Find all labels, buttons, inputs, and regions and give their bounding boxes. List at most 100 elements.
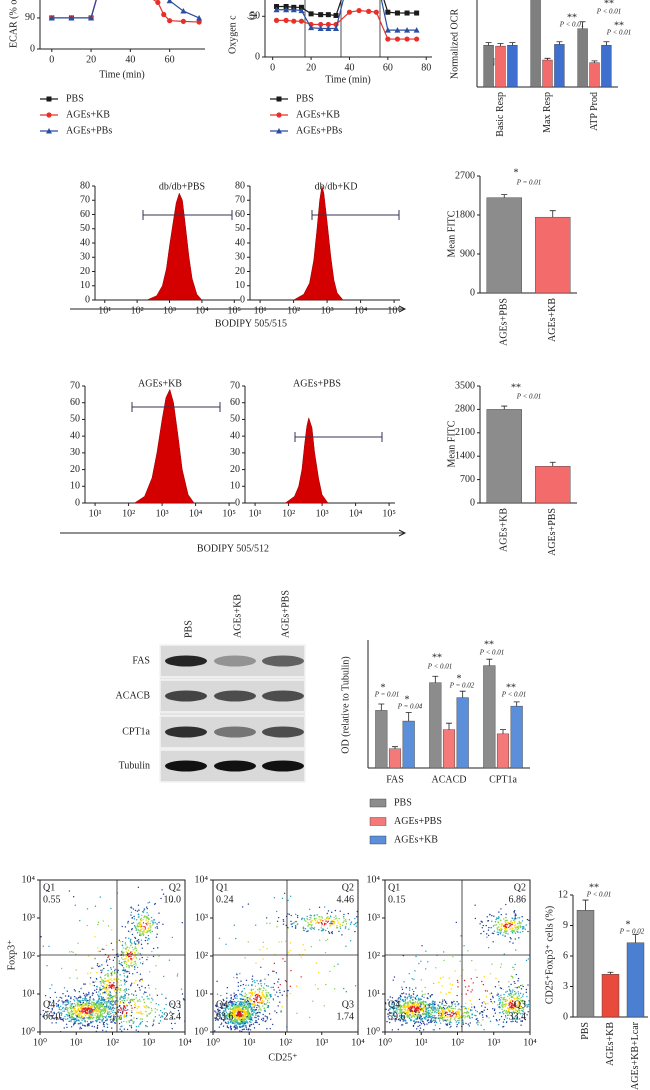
event-dot (143, 991, 146, 993)
error-bar (603, 41, 610, 46)
event-dot (251, 975, 254, 977)
event-dot (107, 979, 110, 981)
event-dot (337, 922, 339, 924)
event-dot (237, 1000, 239, 1003)
event-dot (509, 1003, 511, 1006)
event-dot (513, 1003, 515, 1006)
event-dot (138, 1025, 140, 1027)
event-dot (441, 1007, 444, 1010)
event-dot (137, 1012, 140, 1014)
event-dot (267, 974, 270, 976)
error-bar (549, 210, 556, 218)
event-dot (339, 923, 341, 926)
event-dot (420, 998, 423, 1001)
event-dot (413, 978, 415, 981)
event-dot (256, 1004, 259, 1006)
event-dot (83, 1008, 85, 1011)
event-dot (89, 999, 91, 1002)
event-dot (412, 1011, 414, 1014)
event-dot (470, 978, 472, 980)
event-dot (411, 1015, 413, 1018)
event-dot (220, 1004, 222, 1006)
event-dot (239, 1007, 241, 1009)
event-dot (237, 1009, 240, 1011)
event-dot (140, 926, 142, 929)
event-dot (533, 1014, 534, 1015)
event-dot (401, 1006, 403, 1008)
event-dot (131, 922, 133, 925)
event-dot (305, 920, 307, 923)
event-dot (241, 1008, 243, 1010)
event-dot (520, 988, 523, 990)
event-dot (256, 1012, 258, 1014)
event-dot (323, 1005, 325, 1007)
event-dot (443, 1016, 445, 1019)
event-dot (242, 1007, 244, 1009)
event-dot (251, 1014, 253, 1016)
error-bar (509, 42, 516, 46)
event-dot (71, 1003, 73, 1005)
event-dot (229, 1007, 231, 1009)
event-dot (229, 1008, 232, 1010)
event-dot (133, 924, 136, 927)
event-dot (147, 1006, 149, 1008)
event-dot (173, 875, 174, 876)
event-dot (75, 1014, 77, 1016)
x-tick-label: 20 (306, 62, 316, 73)
event-dot (446, 1018, 449, 1021)
event-dot (140, 924, 142, 926)
event-dot (391, 1007, 394, 1010)
event-dot (276, 1011, 278, 1014)
event-dot (419, 1029, 421, 1032)
y-tick-label: 0 (75, 497, 80, 508)
event-dot (500, 963, 503, 965)
event-dot (413, 1010, 415, 1012)
event-dot (246, 999, 249, 1002)
event-dot (506, 990, 508, 993)
event-dot (105, 1030, 107, 1032)
event-dot (148, 901, 151, 903)
event-dot (425, 1018, 427, 1020)
x-axis-label: Time (min) (99, 69, 144, 80)
event-dot (526, 918, 529, 921)
event-dot (90, 1021, 92, 1024)
event-dot (128, 964, 130, 967)
event-dot (239, 1001, 242, 1004)
event-dot (506, 1012, 508, 1015)
event-dot (514, 990, 516, 993)
event-dot (136, 940, 138, 942)
event-dot (449, 1026, 451, 1029)
event-dot (427, 1009, 430, 1012)
x-tick-label: 10⁴ (349, 508, 363, 519)
event-dot (151, 1009, 153, 1012)
event-dot (233, 924, 236, 926)
event-dot (535, 921, 536, 922)
event-dot (234, 1036, 235, 1037)
event-dot (55, 996, 58, 998)
event-dot (409, 1000, 411, 1002)
event-dot (125, 1021, 128, 1023)
event-dot (421, 1020, 424, 1022)
event-dot (134, 1005, 137, 1007)
event-dot (389, 1012, 392, 1014)
event-dot (130, 1009, 133, 1012)
event-dot (245, 1005, 247, 1007)
event-dot (140, 978, 142, 981)
event-dot (123, 975, 126, 977)
annotation: * (381, 682, 386, 693)
event-dot (244, 1013, 247, 1016)
event-dot (67, 1014, 69, 1016)
event-dot (60, 1017, 62, 1019)
event-dot (278, 941, 280, 943)
event-dot (82, 1011, 85, 1013)
event-dot (413, 1014, 415, 1016)
event-dot (428, 1022, 430, 1024)
event-dot (439, 1016, 441, 1019)
event-dot (281, 994, 284, 996)
event-dot (137, 914, 140, 916)
event-dot (442, 951, 445, 953)
event-dot (307, 922, 309, 924)
event-dot (451, 1009, 453, 1012)
event-dot (141, 947, 143, 949)
plot-area (213, 880, 358, 1037)
